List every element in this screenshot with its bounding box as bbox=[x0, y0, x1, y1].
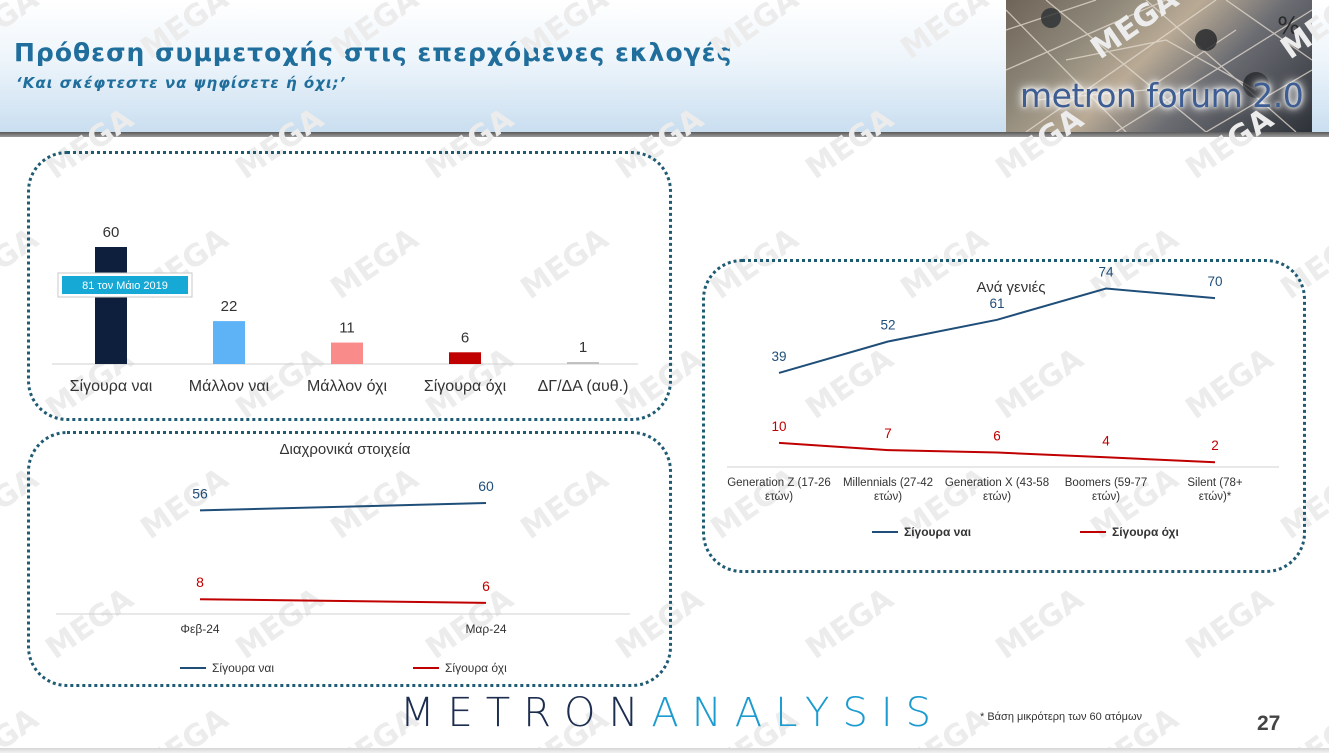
data-label: 2 bbox=[1211, 438, 1219, 453]
watermark-text: MEGA bbox=[135, 701, 236, 753]
bar-value-label: 22 bbox=[221, 298, 238, 315]
footer-divider bbox=[0, 748, 1329, 753]
category-label: Σίγουρα ναι bbox=[70, 378, 153, 395]
bar bbox=[567, 362, 599, 364]
category-label: Boomers (59-77 bbox=[1065, 477, 1147, 489]
bar-value-label: 6 bbox=[461, 329, 469, 346]
data-label: 6 bbox=[993, 429, 1001, 444]
legend-label: Σίγουρα όχι bbox=[445, 661, 507, 675]
data-label: 8 bbox=[196, 574, 204, 590]
category-label: Μάλλον ναι bbox=[189, 378, 270, 395]
metron-analysis-logo: METRONANALYSIS bbox=[400, 690, 944, 736]
category-label: ετών)* bbox=[1199, 491, 1232, 503]
percent-icon: % bbox=[1277, 12, 1300, 40]
trend-line-chart: Διαχρονικά στοιχεία Φεβ-24 Μαρ-24 56 60 Σίγου… bbox=[56, 441, 630, 675]
category-label: ετών) bbox=[1092, 491, 1120, 503]
bar bbox=[213, 321, 245, 364]
data-label: 4 bbox=[1102, 433, 1110, 448]
page-number: 27 bbox=[1257, 712, 1281, 735]
generation-chart-panel: Ανά γενιές Generation Z (17-26 ετών) Millen… bbox=[702, 259, 1306, 573]
data-label: 61 bbox=[989, 296, 1004, 311]
category-label: Generation X (43-58 bbox=[945, 477, 1049, 489]
data-label: 52 bbox=[880, 318, 895, 333]
bar-chart: 60 Σίγουρα ναι 22 Μάλλον ναι 11 Μάλλον όχι 6 Σί… bbox=[52, 224, 638, 395]
category-label: ετών) bbox=[765, 491, 793, 503]
data-label: 56 bbox=[192, 485, 208, 501]
annotation-box bbox=[62, 276, 188, 294]
watermark-text: MEGA bbox=[1180, 581, 1281, 666]
series-line bbox=[199, 598, 487, 604]
category-label: Generation Z (17-26 bbox=[727, 477, 831, 489]
series-line bbox=[778, 441, 1216, 464]
legend-label: Σίγουρα όχι bbox=[1112, 525, 1179, 539]
footnote: * Βάση μικρότερη των 60 ατόμων bbox=[980, 711, 1143, 723]
generation-line-chart: Ανά γενιές Generation Z (17-26 ετών) Millen… bbox=[727, 264, 1279, 539]
bar bbox=[449, 352, 481, 364]
watermark-text: MEGA bbox=[990, 581, 1091, 666]
legend-label: Σίγουρα ναι bbox=[904, 525, 971, 539]
category-label: ετών) bbox=[983, 491, 1011, 503]
category-label: ετών) bbox=[874, 491, 902, 503]
data-label: 7 bbox=[884, 426, 892, 441]
category-label: Μάλλον όχι bbox=[307, 378, 388, 395]
trend-chart-panel: Διαχρονικά στοιχεία Φεβ-24 Μαρ-24 56 60 Σίγου… bbox=[27, 431, 672, 687]
category-label: Millennials (27-42 bbox=[843, 477, 933, 489]
chart-title: Διαχρονικά στοιχεία bbox=[280, 441, 411, 458]
data-label: 6 bbox=[482, 578, 490, 594]
annotation-text: 81 τον Μάιο 2019 bbox=[82, 280, 168, 292]
bar bbox=[331, 342, 363, 364]
category-label: Μαρ-24 bbox=[465, 622, 506, 636]
series-line bbox=[778, 287, 1216, 374]
bar-value-label: 11 bbox=[339, 320, 355, 337]
bar-chart-panel: 60 Σίγουρα ναι 22 Μάλλον ναι 11 Μάλλον όχι 6 Σί… bbox=[27, 151, 672, 421]
page-title: Πρόθεση συμμετοχής στις επερχόμενες εκλο… bbox=[14, 38, 733, 67]
category-label: Silent (78+ bbox=[1187, 477, 1243, 489]
metron-forum-logo: % metron forum 2.0 bbox=[1006, 0, 1312, 132]
series-line bbox=[199, 502, 487, 512]
data-label: 70 bbox=[1207, 274, 1222, 289]
watermark-text: MEGA bbox=[800, 581, 901, 666]
data-label: 60 bbox=[478, 478, 494, 494]
logo-pattern bbox=[1006, 0, 1312, 132]
bar-value-label: 60 bbox=[103, 224, 120, 241]
category-label: ΔΓ/ΔΑ (αυθ.) bbox=[538, 378, 629, 395]
watermark-text: MEGA bbox=[1275, 701, 1329, 753]
data-label: 74 bbox=[1098, 264, 1114, 279]
chart-title: Ανά γενιές bbox=[976, 279, 1045, 296]
category-label: Φεβ-24 bbox=[180, 622, 219, 636]
data-label: 10 bbox=[771, 419, 786, 434]
legend-label: Σίγουρα ναι bbox=[212, 661, 274, 675]
watermark-text: MEGA bbox=[1085, 701, 1186, 753]
page-subtitle: ‘Και σκέφτεστε να ψηφίσετε ή όχι;’ bbox=[16, 74, 347, 92]
brand-main: METRON bbox=[400, 690, 652, 736]
logo-text: metron forum 2.0 bbox=[1020, 76, 1304, 115]
brand-accent: ANALYSIS bbox=[651, 690, 945, 736]
bar bbox=[95, 247, 127, 364]
watermark-text: MEGA bbox=[0, 701, 46, 753]
category-label: Σίγουρα όχι bbox=[424, 378, 507, 395]
bar-value-label: 1 bbox=[579, 339, 587, 356]
data-label: 39 bbox=[771, 349, 786, 364]
header-divider bbox=[0, 132, 1329, 137]
